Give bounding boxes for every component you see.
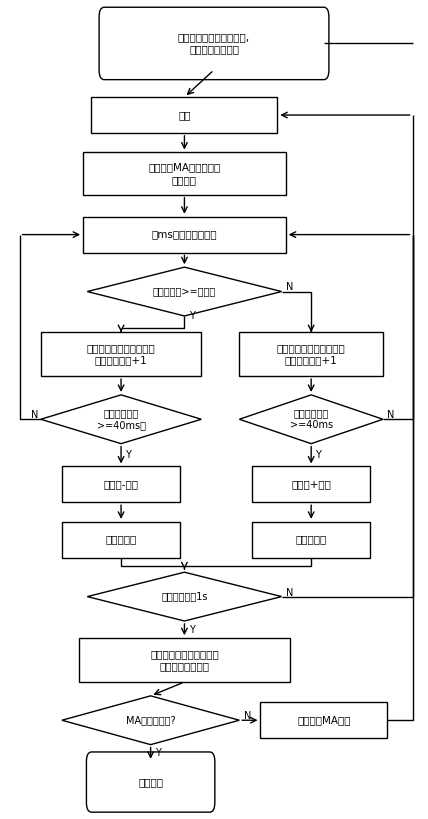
Bar: [62, 522, 180, 558]
Text: 校准完成: 校准完成: [138, 777, 163, 787]
Text: N: N: [244, 711, 251, 722]
Bar: [239, 333, 383, 376]
Text: N: N: [31, 410, 39, 420]
Text: 下限值-差值: 下限值-差值: [104, 479, 139, 489]
Bar: [83, 152, 286, 195]
Text: 欠流时间记数
>=40ms: 欠流时间记数 >=40ms: [290, 408, 333, 431]
Text: 欠流时间记数值清零，过
流时间记数值+1: 欠流时间记数值清零，过 流时间记数值+1: [87, 343, 155, 365]
Polygon shape: [62, 696, 239, 744]
Bar: [62, 467, 180, 502]
Text: Y: Y: [125, 450, 131, 460]
Polygon shape: [87, 267, 282, 316]
Text: N: N: [286, 587, 293, 598]
Text: 上限值+差值: 上限值+差值: [291, 479, 331, 489]
Text: Y: Y: [155, 749, 161, 758]
Polygon shape: [239, 395, 383, 444]
Text: MA为最大档位?: MA为最大档位?: [126, 715, 175, 726]
Text: 每ms读取电流返回值: 每ms读取电流返回值: [152, 229, 217, 240]
Bar: [92, 97, 277, 133]
Text: 送出下限值: 送出下限值: [105, 535, 137, 545]
Text: Y: Y: [189, 311, 195, 321]
Bar: [79, 638, 290, 682]
FancyBboxPatch shape: [86, 752, 215, 812]
Text: 过流时间记数
>=40ms、: 过流时间记数 >=40ms、: [97, 408, 146, 431]
Polygon shape: [41, 395, 201, 444]
Bar: [252, 467, 370, 502]
Bar: [41, 333, 201, 376]
Text: 电流返回值>=校定值: 电流返回值>=校定值: [153, 287, 216, 296]
Text: Y: Y: [315, 450, 321, 460]
Bar: [261, 703, 387, 738]
Text: 获取当前MA档位的默认
上下限值: 获取当前MA档位的默认 上下限值: [149, 162, 220, 185]
Text: 获取下一MA档位: 获取下一MA档位: [297, 715, 351, 726]
Text: 将校准得到的上下限值存
储入相应存储空间: 将校准得到的上下限值存 储入相应存储空间: [150, 649, 219, 672]
Text: 送出上限值: 送出上限值: [296, 535, 327, 545]
Text: N: N: [286, 283, 293, 292]
Bar: [252, 522, 370, 558]
Text: 曝光时间到达1s: 曝光时间到达1s: [161, 591, 208, 602]
Text: N: N: [387, 410, 395, 420]
Polygon shape: [87, 572, 282, 621]
Text: 过流时间记数值清零，欠
流时间记数值+1: 过流时间记数值清零，欠 流时间记数值+1: [277, 343, 345, 365]
Text: 进入透视上下限校准功能,
获取初使校正档位: 进入透视上下限校准功能, 获取初使校正档位: [178, 32, 250, 55]
FancyBboxPatch shape: [99, 7, 329, 79]
Bar: [83, 217, 286, 252]
Text: Y: Y: [189, 625, 195, 635]
Text: 曝光: 曝光: [178, 110, 191, 120]
